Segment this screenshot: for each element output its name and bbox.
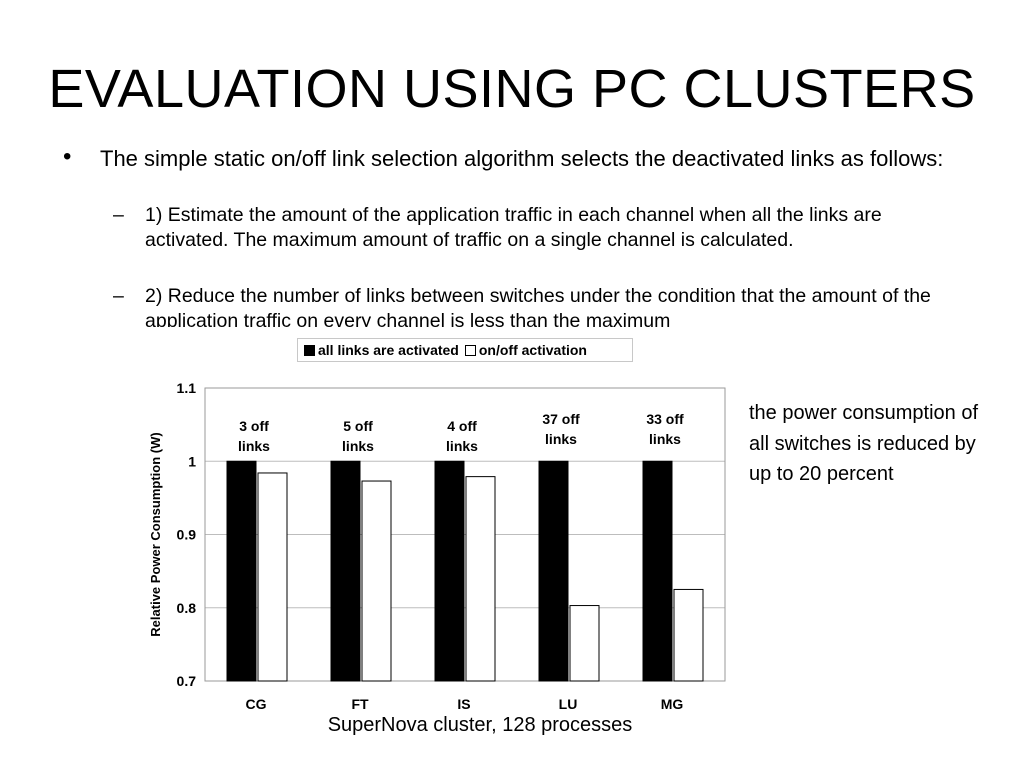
sub-bullet-1-text: 1) Estimate the amount of the applicatio… xyxy=(145,204,882,251)
x-tick-label: FT xyxy=(351,696,369,712)
slide-title: EVALUATION USING PC CLUSTERS xyxy=(48,59,976,119)
bar-all-links-ft xyxy=(330,460,361,682)
legend-label-activated: all links are activated xyxy=(318,342,459,358)
bar-chart: 0.7 0.8 0.9 1 1.1 Relative Power Consumption … xyxy=(148,380,726,712)
bar-on-off-mg xyxy=(673,588,704,682)
annotation-line1: 5 off xyxy=(343,418,373,434)
y-tick-label: 1.1 xyxy=(177,380,197,396)
annotation-line1: 33 off xyxy=(646,411,684,427)
bullet-1-text: The simple static on/off link selection … xyxy=(100,146,944,171)
bullet-list: • The simple static on/off link selectio… xyxy=(0,143,1024,328)
bar-all-links-is xyxy=(434,460,465,682)
bullet-marker: • xyxy=(63,143,72,170)
chart-legend: all links are activated on/off activatio… xyxy=(297,338,633,362)
side-note: the power consumption of all switches is… xyxy=(749,402,979,485)
bar-on-off-ft xyxy=(361,480,392,682)
legend-swatch-onoff xyxy=(464,344,476,356)
y-tick-label: 0.7 xyxy=(177,673,197,689)
x-tick-label: CG xyxy=(246,696,267,712)
bar-on-off-is xyxy=(465,476,496,682)
dash-marker-2: – xyxy=(113,285,124,307)
y-tick-label: 1 xyxy=(188,453,196,469)
legend-swatch-activated xyxy=(304,344,315,356)
bar-all-links-cg xyxy=(226,460,257,682)
y-axis-label: Relative Power Consumption (W) xyxy=(148,432,163,636)
annotation-line2: links xyxy=(649,431,681,447)
annotation-line2: links xyxy=(342,438,374,454)
bar-on-off-lu xyxy=(569,605,600,682)
bar-all-links-mg xyxy=(642,460,673,682)
bar-all-links-lu xyxy=(538,460,569,682)
annotation-line2: links xyxy=(545,431,577,447)
y-tick-label: 0.9 xyxy=(177,527,197,543)
chart-caption: SuperNova cluster, 128 processes xyxy=(327,714,633,736)
annotation-line2: links xyxy=(238,438,270,454)
x-tick-label: MG xyxy=(661,696,684,712)
annotation-line1: 3 off xyxy=(239,418,269,434)
annotation-line1: 4 off xyxy=(447,418,477,434)
x-tick-label: LU xyxy=(559,696,578,712)
annotation-line2: links xyxy=(446,438,478,454)
bar-on-off-cg xyxy=(257,472,288,682)
dash-marker-1: – xyxy=(113,204,124,226)
sub-bullet-2-text: 2) Reduce the number of links between sw… xyxy=(145,285,931,327)
legend-label-onoff: on/off activation xyxy=(478,342,587,358)
y-tick-label: 0.8 xyxy=(177,600,197,616)
x-tick-label: IS xyxy=(457,696,470,712)
plot-frame xyxy=(204,387,726,682)
annotation-line1: 37 off xyxy=(542,411,580,427)
